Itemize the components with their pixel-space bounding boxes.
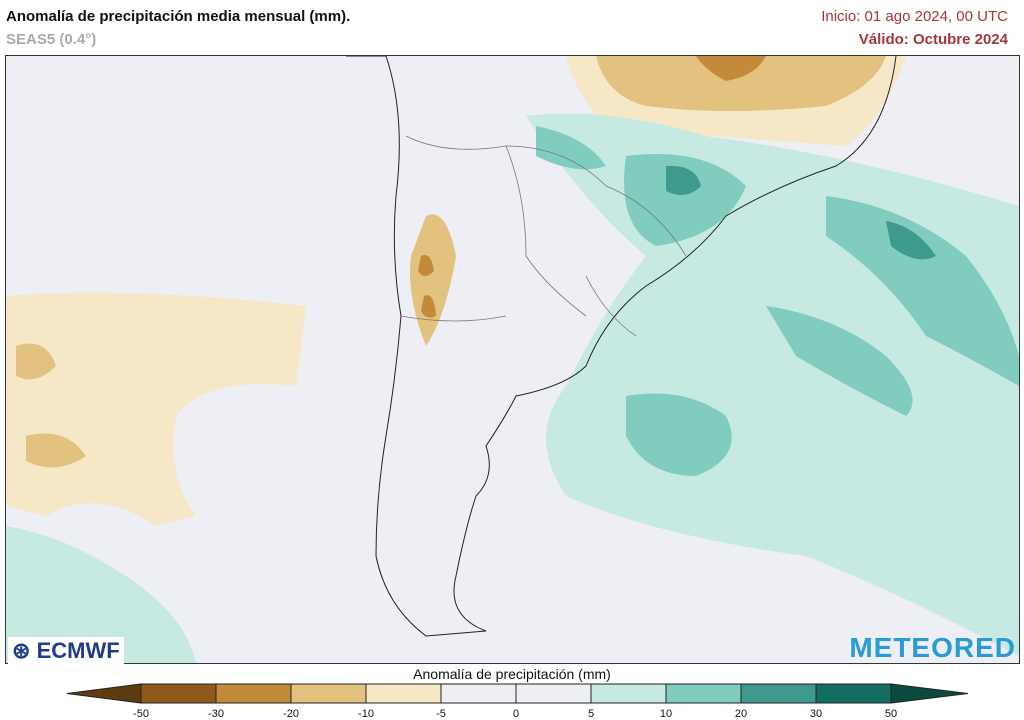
ecmwf-logo-text: ECMWF [36, 638, 120, 663]
ecmwf-logo-icon: ⊛ [12, 638, 31, 663]
colorbar-tick-label: -30 [208, 708, 224, 720]
colorbar-title: Anomalía de precipitación (mm) [413, 666, 611, 682]
colorbar-segment [815, 683, 892, 704]
colorbar-tick-label: 50 [885, 708, 897, 720]
meteored-logo: METEORED [849, 632, 1016, 663]
colorbar-segment [590, 683, 667, 704]
colorbar: -50 -30 -20 -10 -5 0 5 10 20 30 50 [66, 683, 969, 720]
ecmwf-logo: ⊛ ECMWF [8, 637, 124, 665]
strong-wet-areas [666, 165, 936, 260]
country-borders [400, 135, 687, 337]
colorbar-tick-label: 10 [660, 708, 672, 720]
colorbar-segment [665, 683, 742, 704]
colorbar-segment [290, 683, 367, 704]
colorbar-tick-label: -20 [283, 708, 299, 720]
map-canvas [6, 56, 1019, 663]
colorbar-tick-label: 5 [588, 708, 594, 720]
colorbar-segment [740, 683, 817, 704]
init-date: Inicio: 01 ago 2024, 00 UTC [821, 8, 1008, 25]
strong-dry-areas [418, 56, 766, 318]
map-title: Anomalía de precipitación media mensual … [6, 8, 351, 25]
colorbar-tick-label: -50 [133, 708, 149, 720]
colorbar-min-arrow [66, 683, 142, 704]
colorbar-segment [440, 683, 517, 704]
model-label: SEAS5 (0.4°) [6, 31, 97, 48]
colorbar-segment [365, 683, 442, 704]
south-america-coastline [346, 56, 897, 637]
colorbar-segment [515, 683, 592, 704]
colorbar-segment [215, 683, 292, 704]
colorbar-tick-label: -10 [358, 708, 374, 720]
moderate-wet-areas [536, 126, 1019, 476]
precipitation-anomaly-map [5, 55, 1020, 664]
colorbar-segment [140, 683, 217, 704]
colorbar-tick-label: 20 [735, 708, 747, 720]
moderate-dry-areas [16, 56, 886, 468]
colorbar-max-arrow [890, 683, 969, 704]
valid-date: Válido: Octubre 2024 [858, 31, 1008, 48]
colorbar-tick-label: 0 [513, 708, 519, 720]
colorbar-tick-label: 30 [810, 708, 822, 720]
colorbar-tick-label: -5 [436, 708, 446, 720]
